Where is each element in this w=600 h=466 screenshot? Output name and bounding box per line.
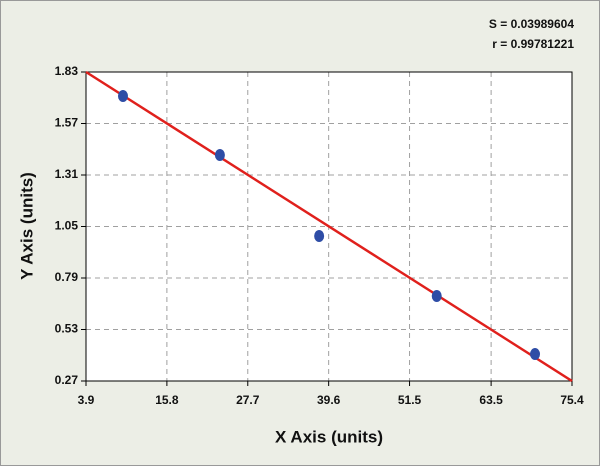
y-axis-label: Y Axis (units) xyxy=(17,172,36,280)
y-tick-label: 1.31 xyxy=(55,167,79,181)
x-tick-label: 3.9 xyxy=(78,393,95,407)
plot-frame xyxy=(85,71,573,382)
x-tick-label: 63.5 xyxy=(479,393,503,407)
fit-line xyxy=(85,70,573,383)
data-point xyxy=(431,290,442,303)
data-point xyxy=(117,89,128,102)
x-tick-label: 75.4 xyxy=(560,393,584,407)
y-tick-label: 0.79 xyxy=(55,270,79,284)
x-tick-label: 51.5 xyxy=(398,393,422,407)
annotation: r = 0.99781221 xyxy=(492,37,574,51)
x-tick-label: 39.6 xyxy=(317,393,341,407)
y-tick-label: 1.57 xyxy=(55,116,79,130)
y-tick-label: 0.53 xyxy=(55,322,79,336)
x-tick-label: 27.7 xyxy=(236,393,260,407)
y-tick-label: 1.83 xyxy=(55,64,79,78)
annotation: S = 0.03989604 xyxy=(489,17,574,31)
y-tick-label: 0.27 xyxy=(55,373,79,387)
data-point xyxy=(530,348,541,361)
data-point xyxy=(314,230,325,243)
x-axis-label: X Axis (units) xyxy=(275,427,383,446)
data-point xyxy=(214,148,225,161)
x-tick-label: 15.8 xyxy=(155,393,179,407)
y-tick-label: 1.05 xyxy=(55,219,79,233)
